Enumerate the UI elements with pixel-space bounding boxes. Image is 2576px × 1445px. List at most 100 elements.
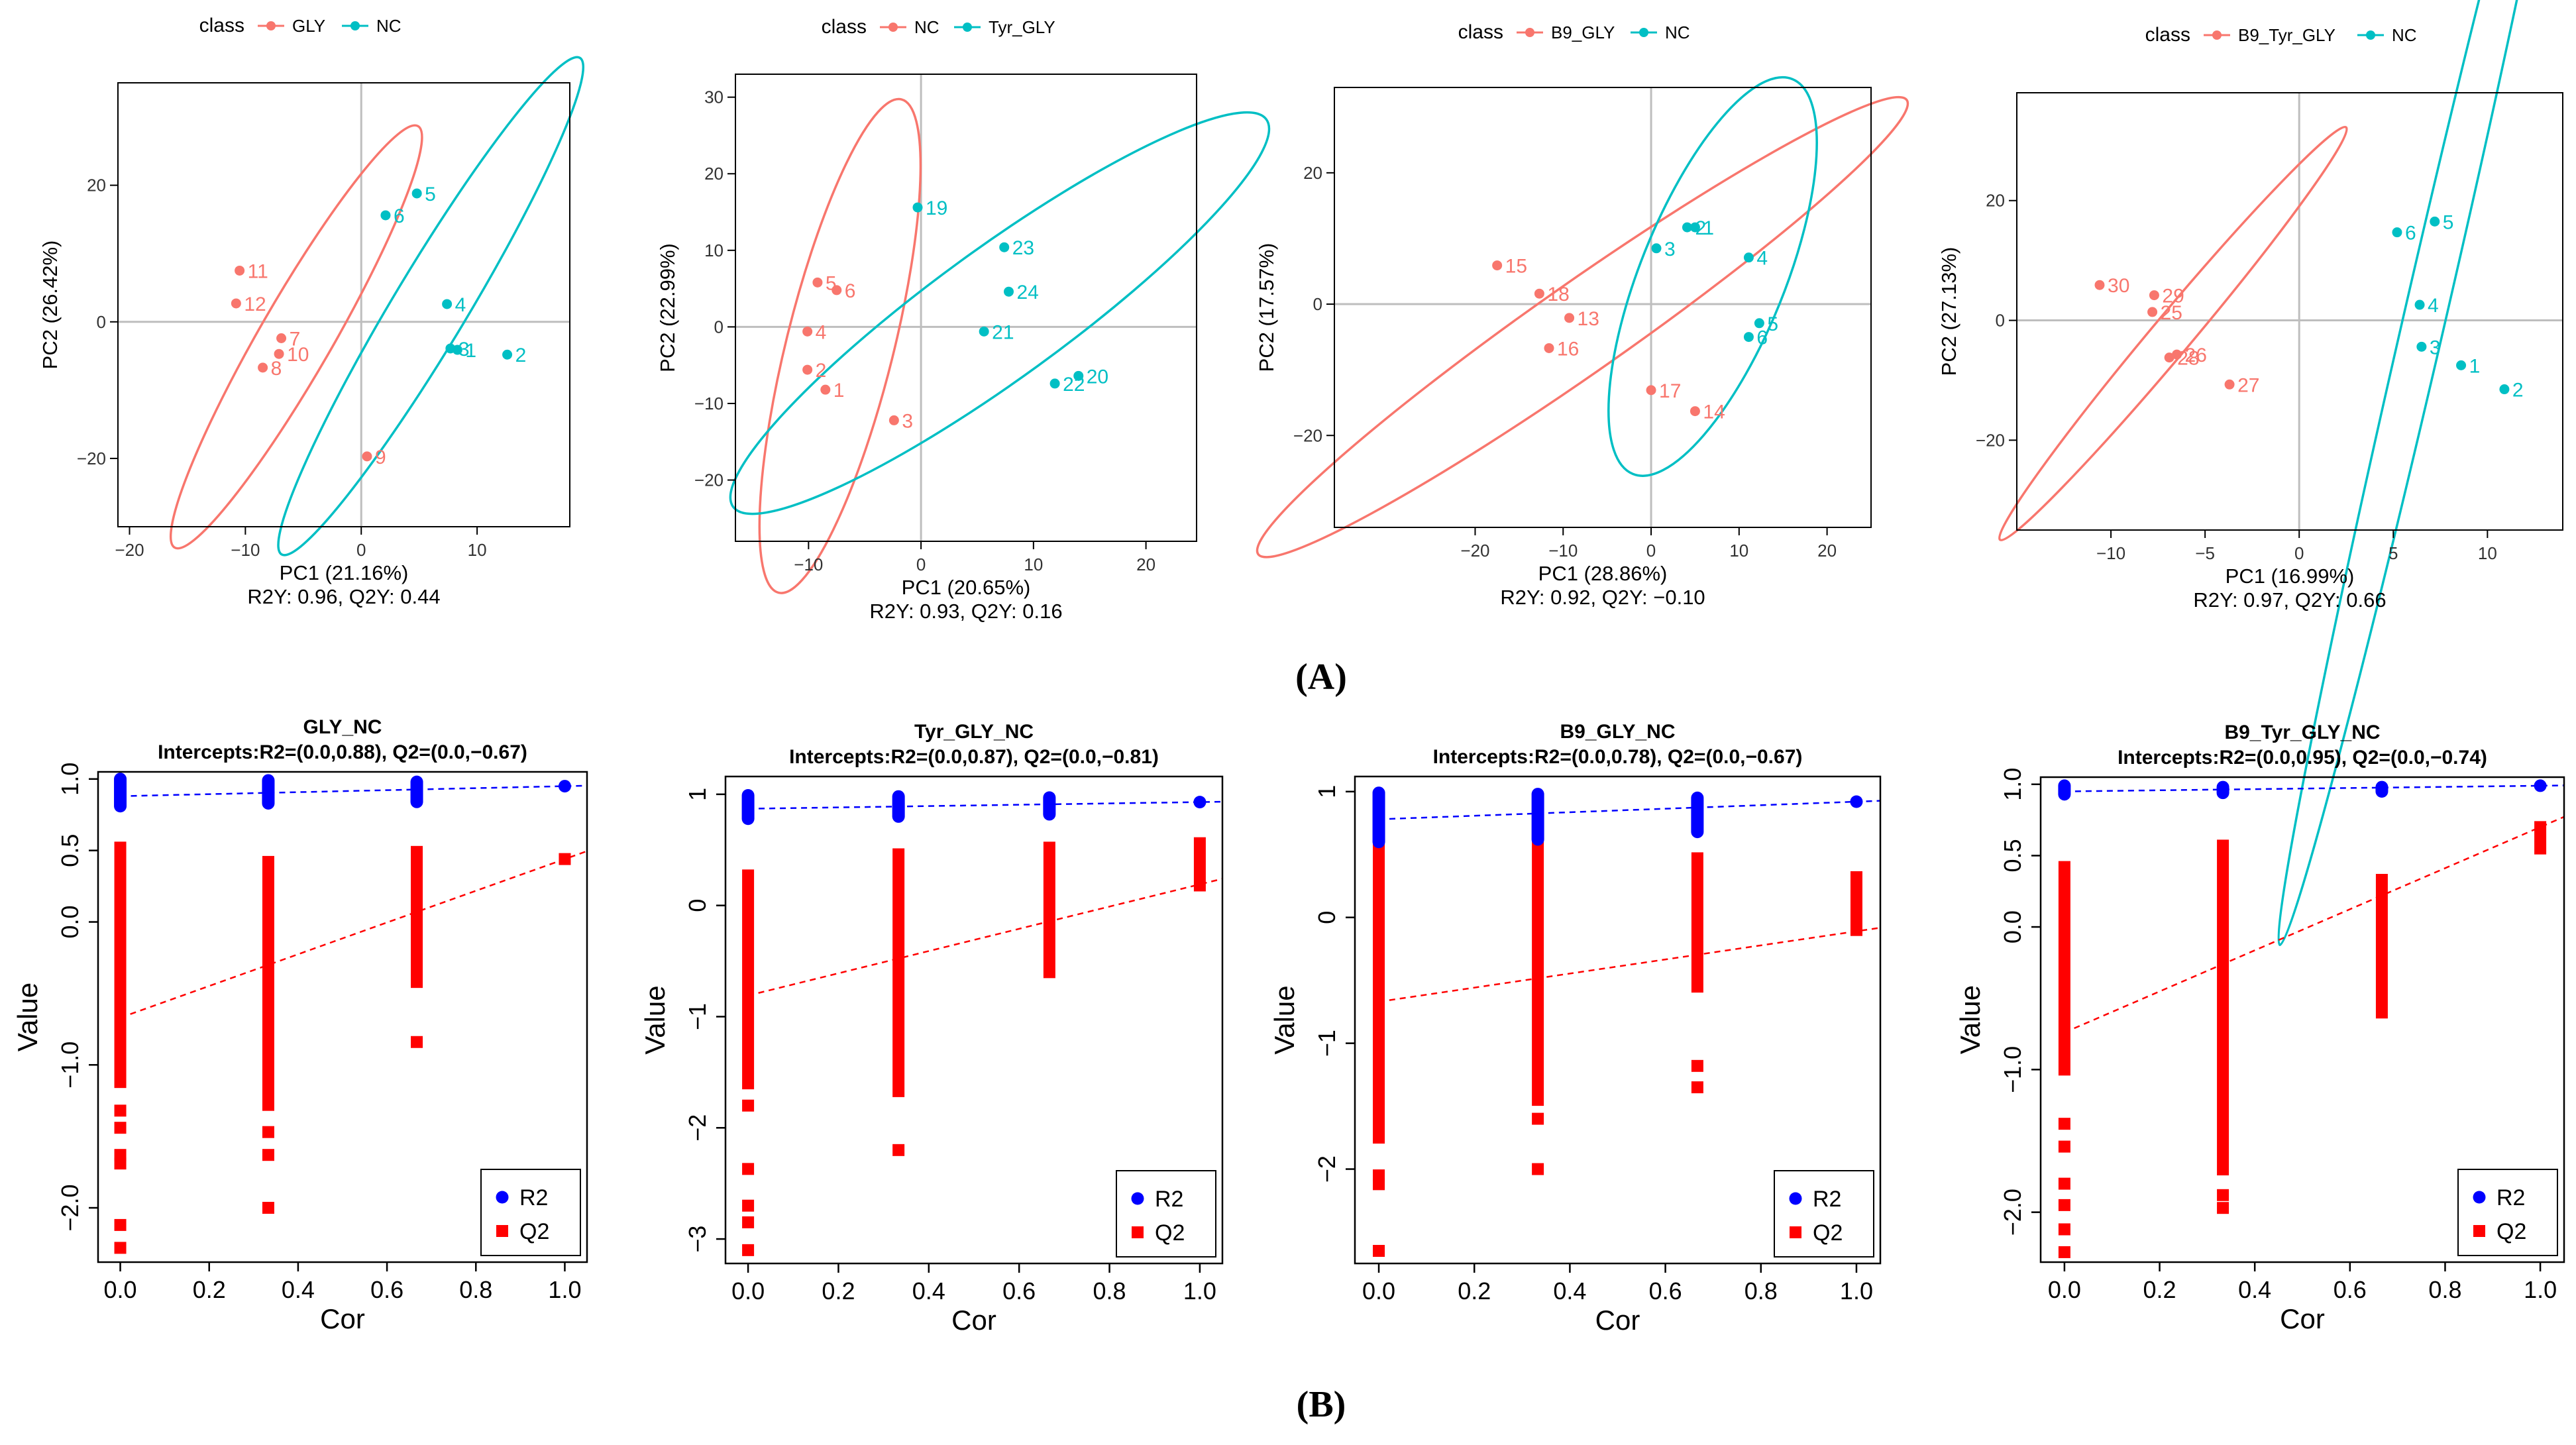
y-tick-label: −20 [694, 470, 724, 490]
legend-label: NC [2392, 25, 2417, 45]
y-tick-label: −10 [694, 394, 724, 413]
x-tick-label: 0.2 [1458, 1277, 1491, 1305]
sample-label: 20 [1087, 366, 1108, 388]
sample-point [442, 299, 453, 309]
q2-point [2058, 1177, 2070, 1190]
y-tick-label: 1 [1313, 785, 1340, 798]
sample-point [2499, 384, 2510, 395]
y-tick-label: 0.5 [56, 834, 83, 867]
legend-r2-label: R2 [2496, 1185, 2525, 1210]
r2-point [558, 780, 571, 793]
plot-frame [2039, 776, 2565, 1263]
legend-q2-marker [496, 1225, 508, 1237]
confidence-ellipse [758, 97, 922, 594]
legend: class B9_Tyr_GLY NC [2145, 24, 2417, 46]
q2-point [892, 1144, 905, 1156]
sample-point [411, 188, 422, 199]
sample-label: 6 [1756, 327, 1768, 349]
sample-label: 3 [1664, 239, 1676, 260]
r2-point [2534, 779, 2547, 792]
q2-point [1691, 1059, 1703, 1072]
x-tick-label: 0 [916, 555, 926, 574]
intercepts-subtitle: Intercepts:R2=(0.0,0.88), Q2=(0.0,−0.67) [158, 741, 527, 763]
sample-label: 3 [2430, 337, 2441, 358]
q2-point [1373, 1245, 1385, 1258]
sample-point [2414, 299, 2425, 310]
sample-point [2172, 349, 2182, 360]
sample-point [235, 265, 245, 276]
y-tick-label: 20 [87, 176, 106, 195]
q2-point [1373, 1178, 1385, 1191]
y-tick-label: 30 [704, 87, 724, 107]
y-tick-label: −1.0 [1999, 1046, 2026, 1093]
sample-point [2147, 307, 2158, 317]
r2-point-column [1372, 786, 1385, 849]
legend-q2-marker [1790, 1226, 1801, 1238]
sample-point [2392, 227, 2402, 238]
y-tick-label: −1 [684, 1003, 711, 1030]
q2-point [2058, 1199, 2070, 1211]
sample-label: 4 [2428, 295, 2439, 317]
sample-label: 9 [375, 447, 386, 468]
x-axis-label: Cor [951, 1305, 996, 1336]
r2-point [1850, 795, 1863, 808]
sample-label: 17 [1659, 380, 1681, 402]
sample-point [2430, 216, 2440, 227]
r2-point-column [892, 790, 905, 823]
sample-label: 25 [2161, 302, 2182, 324]
q2-point [742, 1216, 755, 1228]
sample-label: 3 [458, 339, 470, 360]
q2-point [2058, 1223, 2070, 1236]
y-tick-label: 0.0 [1999, 910, 2026, 943]
legend-r2-marker [1789, 1192, 1802, 1205]
sample-point [1743, 252, 1754, 263]
sample-point [502, 349, 513, 360]
sample-label: 5 [1767, 313, 1778, 335]
sample-label: 4 [1756, 248, 1768, 270]
q2-point [262, 1202, 274, 1214]
x-axis-label: PC1 (16.99%) [2226, 564, 2355, 588]
q2-point-column [2375, 874, 2388, 1019]
model-stats: R2Y: 0.96, Q2Y: 0.44 [247, 585, 440, 608]
q2-point-column [2058, 861, 2070, 1076]
x-tick-label: 1.0 [2524, 1276, 2557, 1303]
q2-point [2217, 1202, 2229, 1214]
confidence-ellipse [1256, 95, 1909, 559]
r2-point-column [1043, 791, 1056, 821]
sample-point [1544, 343, 1554, 353]
x-tick-label: 0.0 [104, 1276, 137, 1303]
sample-point [1690, 222, 1700, 233]
y-axis-label: PC2 (26.42%) [38, 241, 62, 370]
legend-r2-label: R2 [1155, 1187, 1183, 1212]
r2-regression-line [120, 784, 588, 797]
x-tick-label: −20 [1460, 541, 1489, 561]
plot-frame [735, 74, 1197, 542]
x-tick-label: 0.6 [370, 1276, 403, 1303]
permutation-panels: GLY_NC Intercepts:R2=(0.0,0.88), Q2=(0.0,… [12, 716, 2565, 1336]
legend-box [1774, 1170, 1874, 1258]
sample-label: 5 [2443, 211, 2454, 233]
sample-point [2456, 360, 2467, 370]
sample-label: 1 [1703, 217, 1714, 239]
sample-point [1651, 243, 1662, 254]
y-axis-label: PC2 (27.13%) [1937, 247, 1960, 376]
x-tick-label: 0.8 [2428, 1276, 2461, 1303]
sample-point [912, 202, 923, 213]
plot-frame [97, 771, 588, 1263]
x-axis-label: Cor [1595, 1305, 1640, 1336]
plot-frame [2016, 92, 2563, 531]
x-tick-label: 0.0 [1362, 1277, 1395, 1305]
y-tick-label: 0 [97, 312, 106, 332]
q2-point-column [1691, 852, 1703, 993]
sample-label: 22 [1063, 374, 1085, 396]
q2-point [114, 1242, 127, 1254]
r2-point-column [2375, 780, 2388, 798]
x-tick-label: 0.8 [1744, 1277, 1778, 1305]
x-axis-label: PC1 (28.86%) [1538, 562, 1668, 585]
sample-point [802, 326, 813, 337]
r2-point-column [1531, 788, 1544, 846]
sample-point [258, 362, 268, 373]
y-tick-label: −1.0 [56, 1042, 83, 1089]
